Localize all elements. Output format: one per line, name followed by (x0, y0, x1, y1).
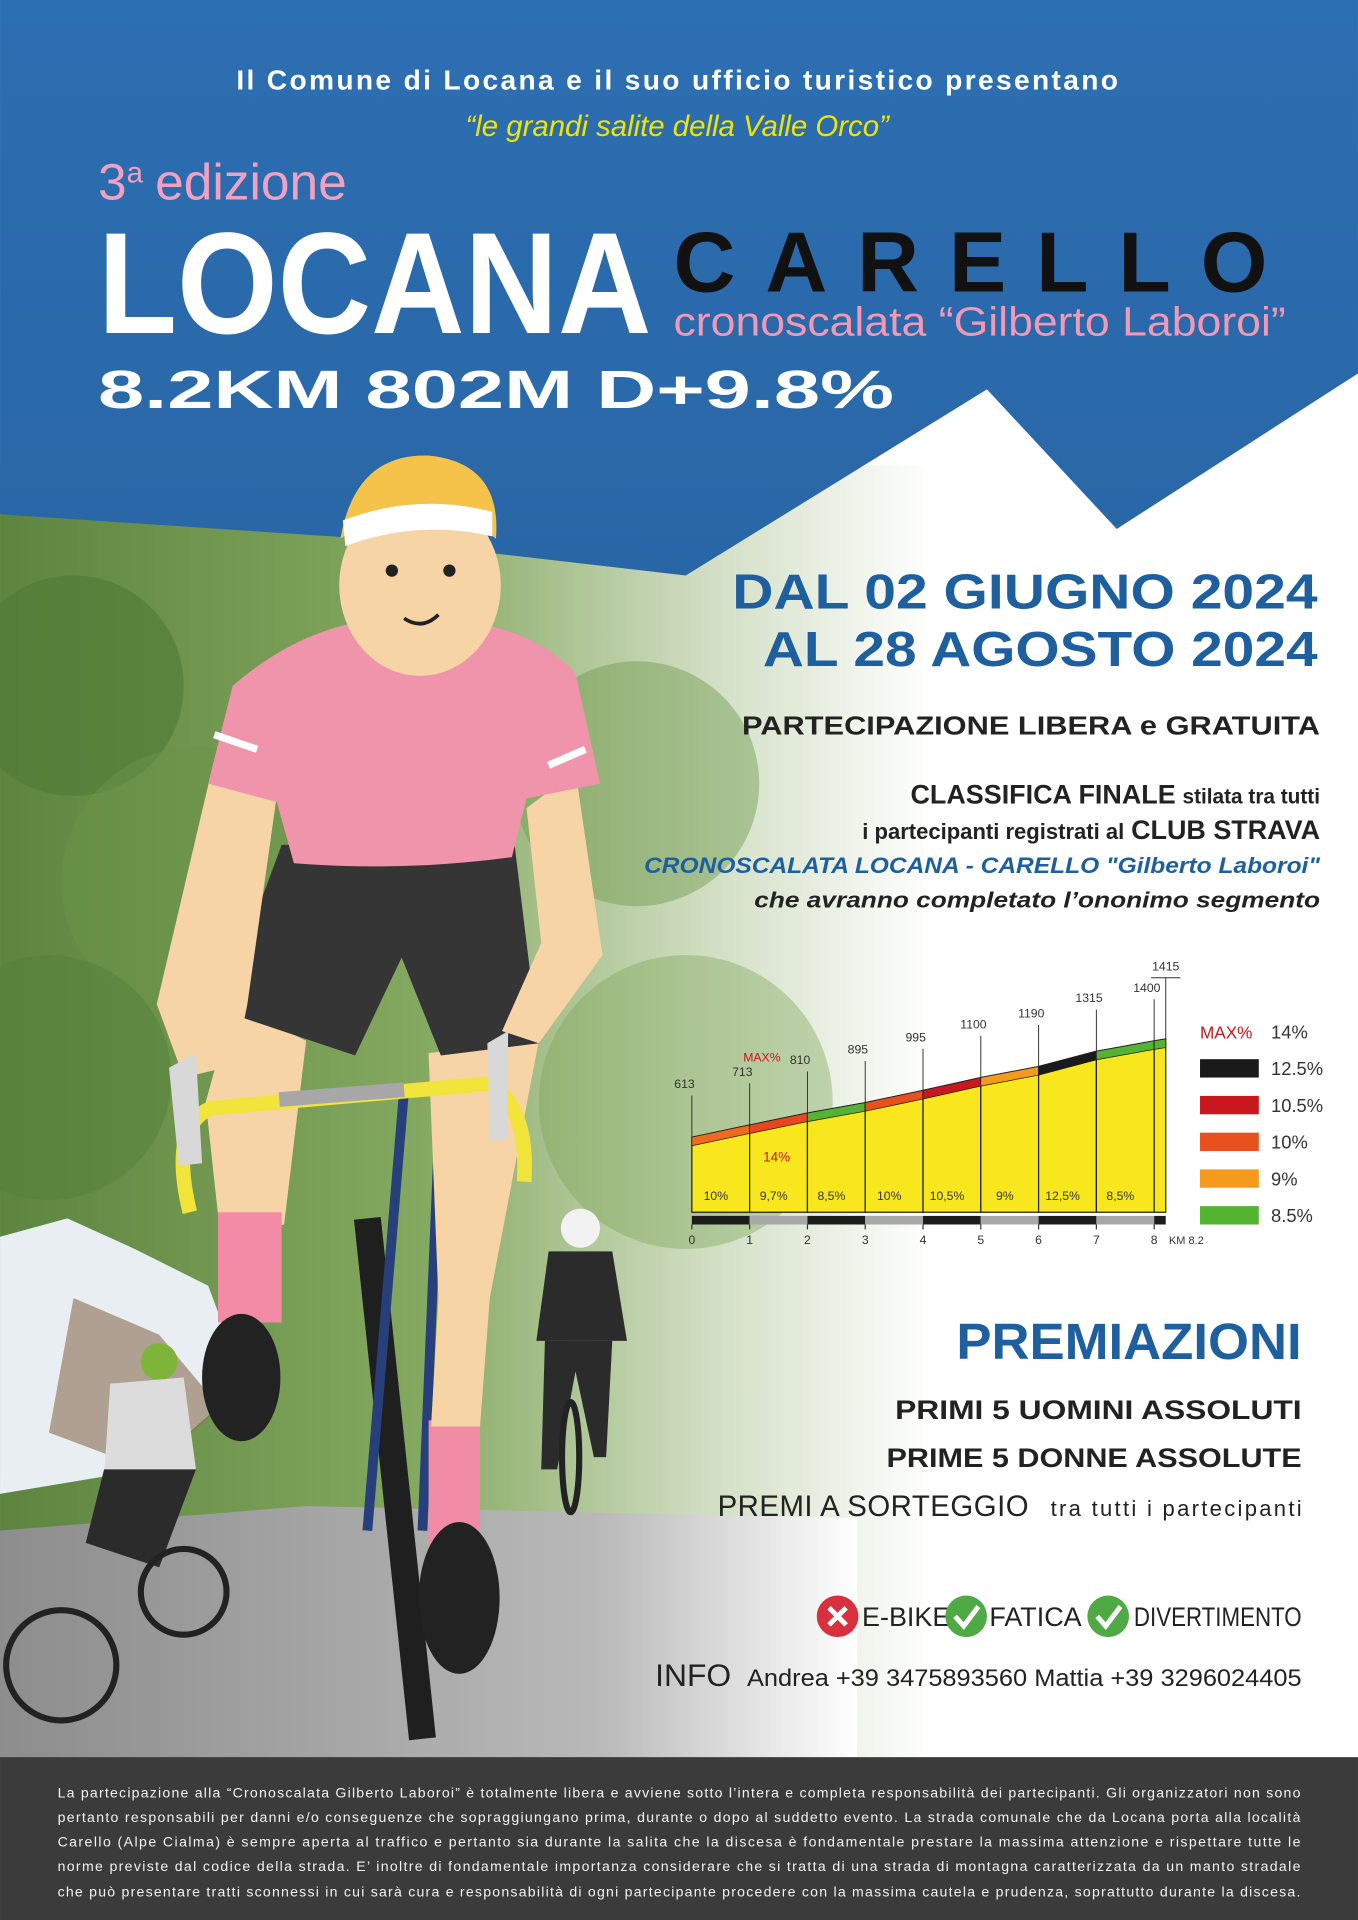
series-name: “le grandi salite della Valle Orco” (465, 110, 890, 143)
km-strip (865, 1215, 924, 1225)
event-subtitle: cronoscalata “Gilberto Laboroi” (673, 299, 1285, 345)
participation: PARTECIPAZIONE LIBERA e GRATUITA (742, 713, 1320, 741)
x-tick-label: 5 (977, 1233, 984, 1247)
yes-icon (1087, 1595, 1129, 1638)
event-stats: 8.2KM 802M D+9.8% (98, 360, 894, 420)
cartoon-cyclist (156, 455, 603, 1741)
rules-row: E-BIKE FATICA DIVERTIMENTO (816, 1595, 1302, 1638)
disclaimer-line: che può presentare tratti sconnessi in c… (58, 1884, 1301, 1900)
elevation-label: 1100 (960, 1018, 987, 1032)
ranking-strong: CLASSIFICA FINALE (910, 779, 1175, 809)
award-line: PRIME 5 DONNE ASSOLUTE (887, 1443, 1302, 1473)
km-strip (980, 1215, 1039, 1225)
award-draw-note: tra tutti i partecipanti (1051, 1496, 1302, 1521)
info-label: INFO (655, 1657, 731, 1693)
km-strip (1038, 1215, 1097, 1225)
award-line: PRIMI 5 UOMINI ASSOLUTI (895, 1395, 1302, 1425)
rule-label: DIVERTIMENTO (1134, 1602, 1302, 1632)
elevation-label: 1400 (1133, 981, 1160, 995)
ranking-line: CLASSIFICA FINALE stilata tra tutti (910, 779, 1320, 809)
awards-title: PREMIAZIONI (956, 1312, 1301, 1370)
x-tick-label: 1 (746, 1233, 753, 1247)
finish-town: CARELLO (673, 214, 1267, 310)
elevation-label: 810 (790, 1053, 811, 1067)
footer (0, 1757, 1358, 1920)
legend-label: 10.5% (1271, 1095, 1323, 1116)
km-strip (1154, 1215, 1166, 1225)
date-line: DAL 02 GIUGNO 2024 (732, 566, 1317, 620)
start-town: LOCANA (98, 202, 651, 364)
edition-word: edizione (155, 153, 346, 211)
ranking-text: stilata tra tutti (1183, 785, 1321, 808)
gradient-label: 9,7% (760, 1189, 788, 1203)
elevation-label: 995 (905, 1030, 926, 1044)
edition-suffix: a (127, 156, 144, 189)
gradient-label: 12,5% (1045, 1189, 1080, 1203)
ranking-text: i partecipanti registrati al (862, 819, 1124, 844)
gradient-label: 10% (704, 1189, 729, 1203)
elevation-label: 1415 (1152, 959, 1179, 973)
blue-sky (0, 0, 1358, 576)
elevation-label: 613 (674, 1077, 695, 1091)
gradient-label: 9% (996, 1189, 1014, 1203)
disclaimer-line: norme previste dal codice della strada. … (58, 1858, 1301, 1874)
x-tick-label: 8 (1151, 1233, 1158, 1247)
gradient-label: 8,5% (817, 1189, 845, 1203)
gradient-label: 10% (877, 1189, 902, 1203)
elevation-profile: 10% 9,7% 8,5% 10% 10,5% 9% 12,5% 8,5%6137138108… (674, 959, 1323, 1247)
yes-icon (945, 1595, 987, 1638)
x-tick-label: 7 (1093, 1233, 1100, 1247)
km-strip (691, 1215, 750, 1225)
elevation-label: 895 (848, 1043, 869, 1057)
profile-segment (1153, 1038, 1167, 1213)
presenter: Il Comune di Locana e il suo ufficio tur… (236, 64, 1118, 95)
legend-title-value: 14% (1271, 1021, 1308, 1042)
max-value-label: 14% (763, 1150, 790, 1165)
ranking-line: i partecipanti registrati al CLUB STRAVA (862, 815, 1320, 845)
edition-number: 3 (98, 153, 127, 211)
gradient-label: 10,5% (930, 1189, 965, 1203)
elevation-label: 713 (732, 1065, 753, 1079)
legend-label: 8.5% (1271, 1205, 1313, 1226)
x-tick-label: 6 (1035, 1233, 1042, 1247)
disclaimer-line: La partecipazione alla “Cronoscalata Gil… (58, 1785, 1301, 1801)
ranking-strong: CLUB STRAVA (1131, 815, 1320, 845)
km-strip (807, 1215, 866, 1225)
x-tick-label: 0 (688, 1233, 695, 1247)
legend-swatch (1200, 1206, 1259, 1225)
max-label: MAX% (743, 1050, 781, 1064)
x-tick-label: 4 (920, 1233, 927, 1247)
legend-title: MAX% (1200, 1022, 1252, 1042)
elevation-label: 1315 (1075, 991, 1102, 1005)
disclaimer-line: Carello (Alpe Cialma) è sempre aperta al… (58, 1834, 1301, 1850)
info-contacts: Andrea +39 3475893560 Mattia +39 3296024… (747, 1665, 1302, 1692)
legend-swatch (1200, 1132, 1259, 1152)
x-tick-label: 3 (862, 1233, 869, 1247)
ranking-line: che avranno completato l’ononimo segment… (754, 887, 1320, 912)
legend-label: 9% (1271, 1168, 1298, 1189)
ranking-line: CRONOSCALATA LOCANA - CARELLO "Gilberto … (644, 853, 1321, 878)
legend-swatch (1200, 1095, 1259, 1115)
gradient-band (1153, 1038, 1167, 1050)
km-strip (923, 1215, 981, 1225)
km-strip (749, 1215, 808, 1225)
km-strip (1096, 1215, 1155, 1225)
legend-label: 12.5% (1271, 1058, 1323, 1079)
rule-label: E-BIKE (862, 1602, 950, 1632)
date-line: AL 28 AGOSTO 2024 (763, 623, 1318, 677)
x-tick-label: 2 (804, 1233, 811, 1247)
edition: 3a edizione (98, 153, 347, 211)
legend-swatch (1200, 1169, 1259, 1188)
award-draw: PREMI A SORTEGGIO (718, 1490, 1029, 1523)
elevation-label: 1190 (1018, 1007, 1045, 1021)
legend-label: 10% (1271, 1132, 1308, 1153)
legend-swatch (1200, 1059, 1259, 1078)
profile-segment (1095, 1040, 1155, 1213)
x-axis-label: KM 8.2 (1169, 1235, 1204, 1247)
gradient-label: 8,5% (1106, 1189, 1134, 1203)
rule-label: FATICA (989, 1602, 1081, 1632)
